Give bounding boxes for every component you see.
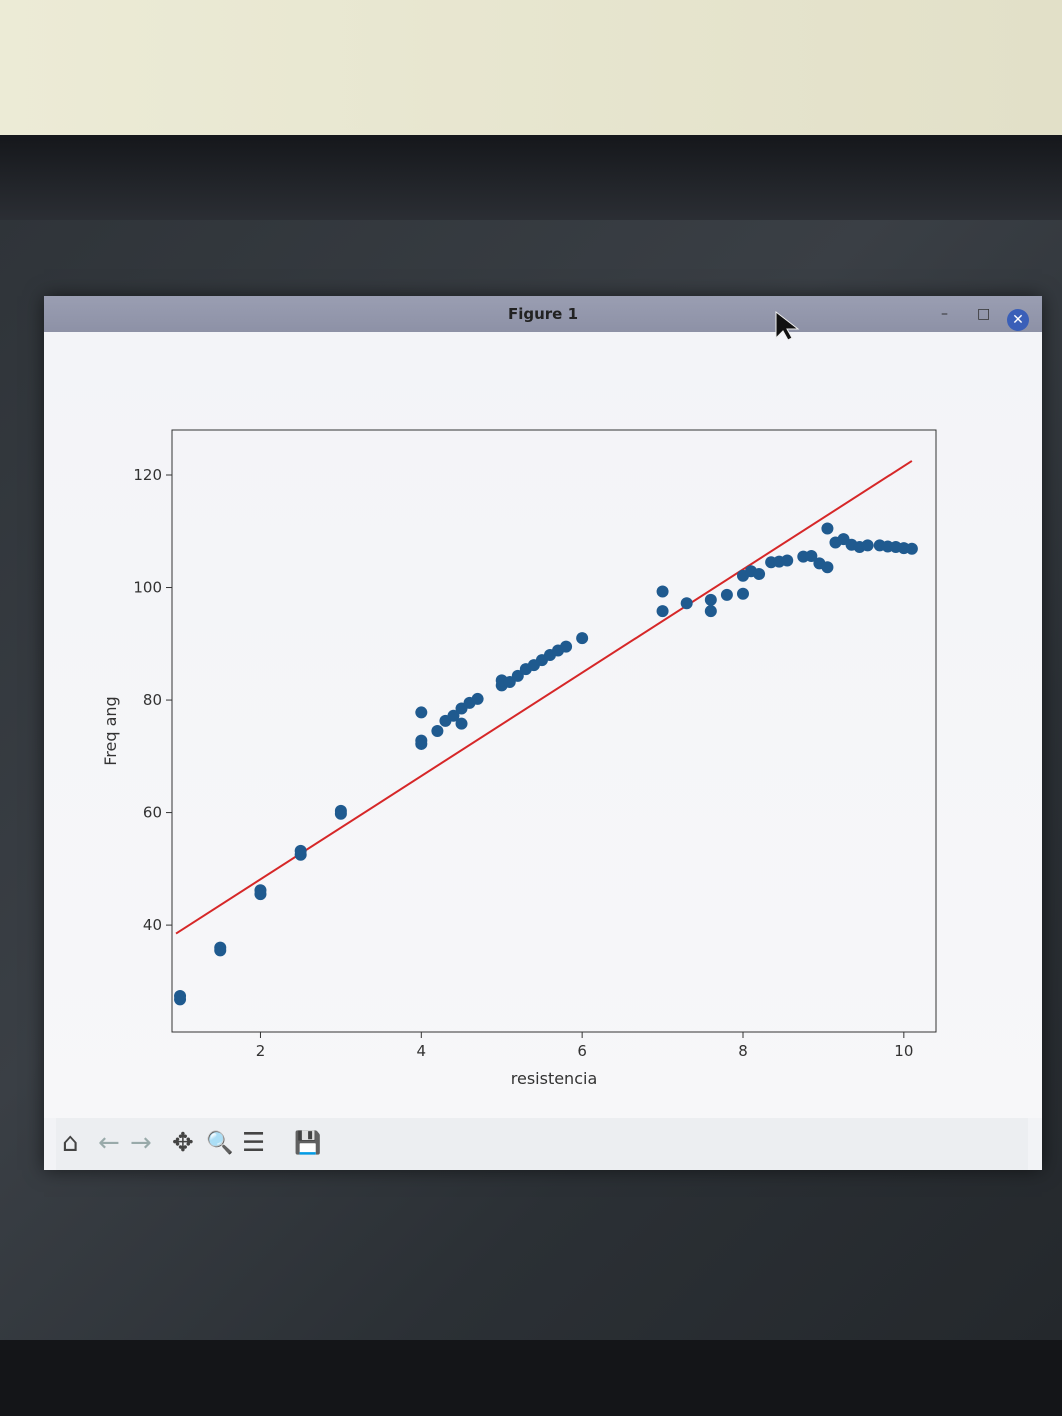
y-tick-label: 120 bbox=[133, 466, 162, 484]
data-point bbox=[455, 717, 468, 730]
data-point bbox=[334, 804, 347, 817]
y-axis-label: Freq ang bbox=[101, 696, 120, 765]
data-point bbox=[720, 588, 733, 601]
configure-subplots-icon[interactable]: ☰ bbox=[242, 1128, 266, 1158]
x-axis-label: resistencia bbox=[511, 1069, 598, 1088]
navigation-toolbar: ⌂ ← → ✥ 🔍 ☰ 💾 bbox=[56, 1118, 1028, 1170]
window-title: Figure 1 bbox=[507, 305, 579, 323]
data-point bbox=[704, 605, 717, 618]
data-point bbox=[704, 593, 717, 606]
data-point bbox=[656, 605, 669, 618]
save-icon[interactable]: 💾 bbox=[294, 1131, 322, 1156]
y-tick-label: 40 bbox=[143, 916, 162, 934]
data-point bbox=[447, 709, 460, 722]
x-tick-label: 10 bbox=[894, 1042, 913, 1060]
x-tick-label: 8 bbox=[738, 1042, 748, 1060]
data-point bbox=[736, 587, 749, 600]
home-icon[interactable]: ⌂ bbox=[62, 1128, 79, 1158]
scatter-chart: 2 4 6 8 10 40 60 80 100 120 resistencia Freq ang bbox=[101, 429, 937, 1088]
zoom-icon[interactable]: 🔍 bbox=[206, 1131, 234, 1156]
monitor-top-bezel bbox=[0, 135, 1062, 225]
data-point bbox=[821, 561, 834, 574]
data-point bbox=[174, 989, 187, 1002]
close-button[interactable]: ✕ bbox=[1007, 309, 1029, 331]
minimize-button[interactable]: – bbox=[941, 306, 948, 322]
data-point bbox=[753, 568, 766, 581]
x-tick-label: 6 bbox=[577, 1042, 587, 1060]
wall-background bbox=[0, 0, 1062, 150]
data-point bbox=[415, 734, 428, 747]
maximize-button[interactable]: □ bbox=[977, 306, 991, 322]
data-point bbox=[431, 725, 444, 737]
data-point bbox=[511, 669, 524, 682]
x-tick-label: 4 bbox=[417, 1042, 427, 1060]
data-point bbox=[680, 597, 693, 610]
pan-icon[interactable]: ✥ bbox=[172, 1128, 194, 1158]
figure-window: Figure 1 – □ ✕ 2 4 6 8 10 40 60 80 100 120 resiste… bbox=[44, 296, 1042, 1170]
data-point bbox=[781, 554, 794, 567]
data-point bbox=[861, 539, 874, 552]
data-point bbox=[214, 941, 227, 954]
plot-frame bbox=[171, 429, 937, 1033]
monitor-bottom-bezel bbox=[0, 1340, 1062, 1416]
mouse-cursor-icon bbox=[775, 310, 800, 341]
data-point bbox=[821, 522, 834, 535]
back-icon[interactable]: ← bbox=[98, 1128, 120, 1158]
data-point bbox=[471, 692, 484, 705]
y-tick-label: 60 bbox=[143, 804, 162, 822]
data-point bbox=[294, 844, 307, 857]
data-point bbox=[905, 542, 918, 555]
data-point bbox=[560, 640, 573, 653]
fit-line bbox=[175, 460, 913, 935]
window-titlebar[interactable]: Figure 1 – □ ✕ bbox=[44, 296, 1042, 332]
forward-icon[interactable]: → bbox=[130, 1128, 152, 1158]
data-point bbox=[805, 550, 818, 563]
data-point bbox=[656, 585, 669, 598]
y-tick-label: 100 bbox=[133, 579, 162, 597]
x-tick-label: 2 bbox=[256, 1042, 266, 1060]
y-tick-label: 80 bbox=[143, 691, 162, 709]
data-point bbox=[254, 884, 267, 897]
data-point bbox=[415, 706, 428, 719]
figure-canvas[interactable]: 2 4 6 8 10 40 60 80 100 120 resistencia Freq ang bbox=[44, 332, 1042, 1118]
data-point bbox=[576, 632, 589, 645]
